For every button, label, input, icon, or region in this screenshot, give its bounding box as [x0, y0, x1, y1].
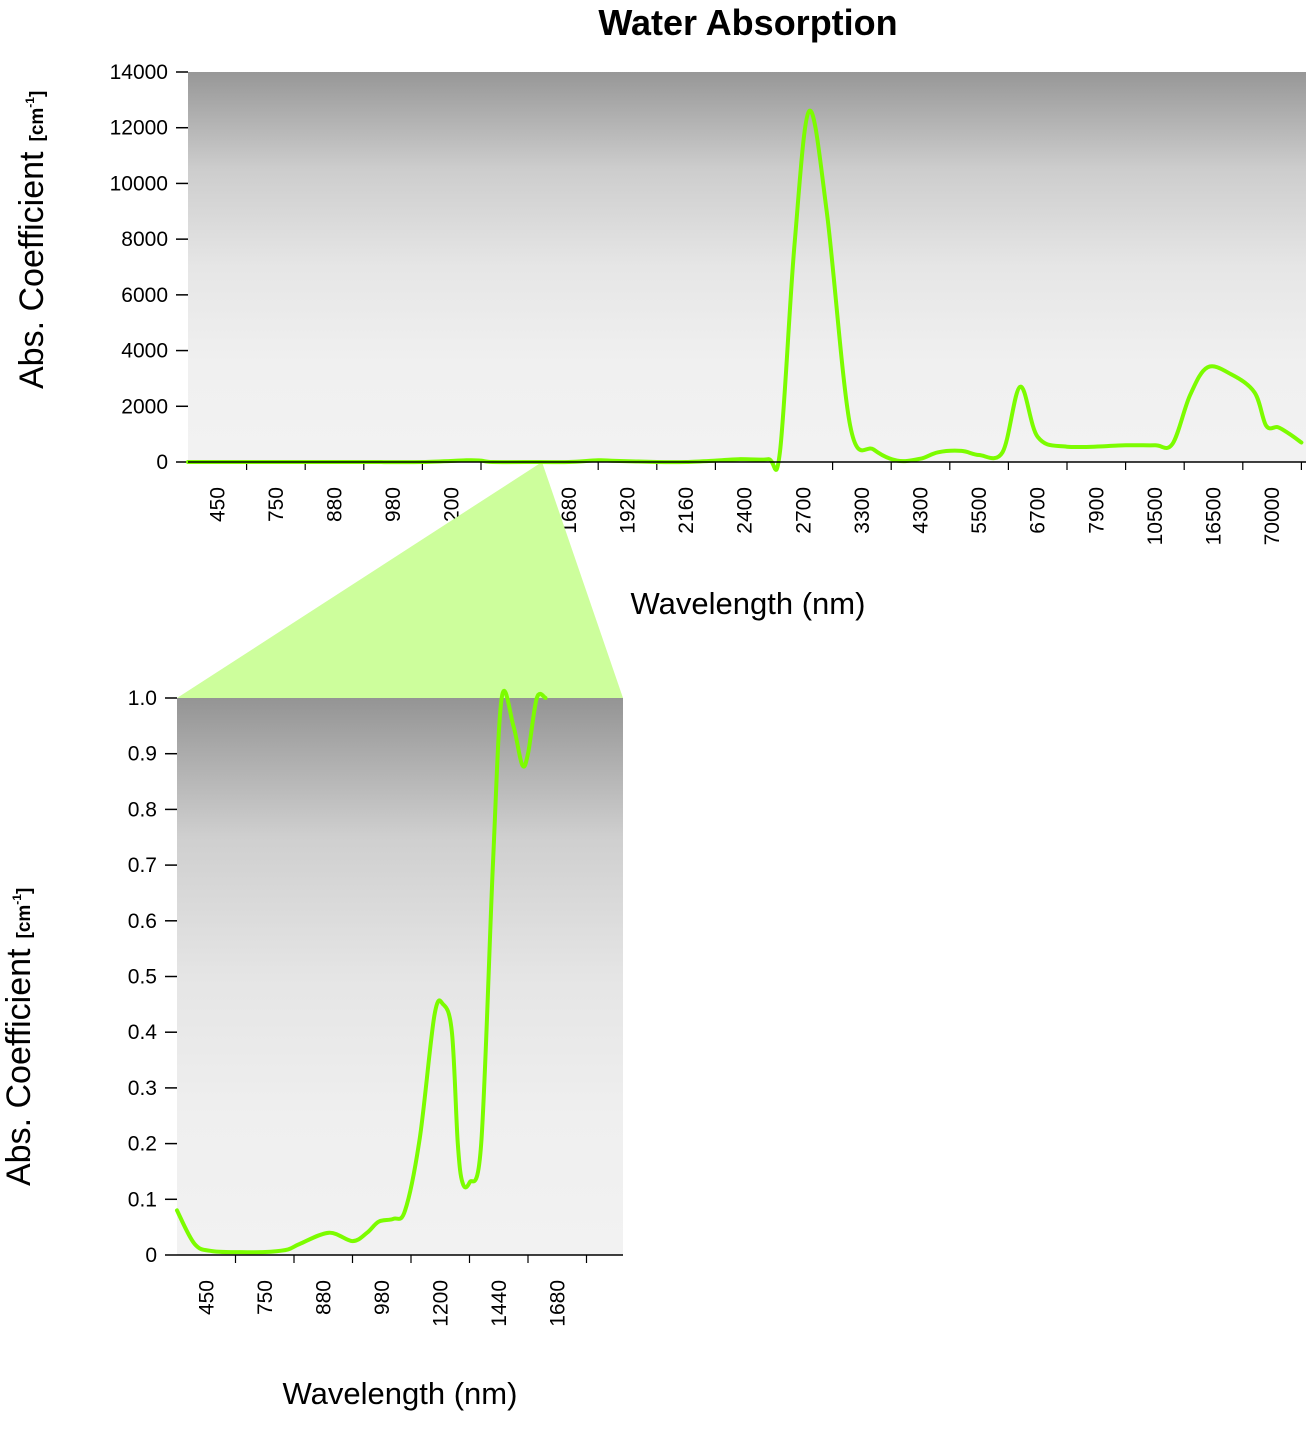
x-tick-label: 2700: [792, 487, 815, 534]
inset-chart: 0 0.1 0.2 0.3 0.4 0.5 0.6 0.7 0.8 0.9 1.0 450 750 88…: [0, 687, 623, 1411]
y-tick-label: 0.3: [128, 1077, 157, 1100]
y-tick-label: 0.4: [128, 1021, 158, 1044]
x-tick-label: 1440: [488, 1280, 511, 1327]
y-tick-label: 8000: [121, 228, 168, 251]
y-tick-label: 12000: [110, 117, 168, 140]
main-plot-area: [188, 72, 1306, 462]
x-tick-label: 980: [382, 487, 405, 522]
x-tick-label: 2160: [675, 487, 698, 534]
x-tick-label: 450: [206, 487, 229, 522]
x-tick-label: 1920: [617, 487, 640, 534]
y-tick-label: 0.6: [128, 910, 157, 933]
y-tick-label: 0.2: [128, 1133, 157, 1156]
y-tick-label: 4000: [121, 340, 168, 363]
main-x-ticks: 4507508809801200144016801920216024002700…: [206, 462, 1303, 545]
x-tick-label: 980: [371, 1280, 394, 1315]
x-tick-label: 880: [324, 487, 347, 522]
chart-title: Water Absorption: [598, 2, 897, 43]
y-tick-label: 0.1: [128, 1188, 157, 1211]
y-tick-label: 2000: [121, 395, 168, 418]
y-tick-label: 0: [145, 1244, 157, 1267]
inset-y-axis-label-group: Abs. Coefficient[cm-1]: [0, 888, 38, 1186]
x-tick-label: 2400: [734, 487, 757, 534]
inset-y-axis-label: Abs. Coefficient[cm-1]: [0, 888, 38, 1186]
x-tick-label: 4300: [910, 487, 933, 534]
inset-x-axis-label: Wavelength (nm): [283, 1376, 518, 1411]
x-tick-label: 7900: [1085, 487, 1108, 534]
y-tick-label: 10000: [110, 172, 168, 195]
y-tick-label: 0.8: [128, 798, 157, 821]
inset-x-ticks: 450 750 880 980 1200 1440 1680: [195, 1255, 588, 1327]
y-tick-label: 6000: [121, 284, 168, 307]
inset-plot-area: [177, 698, 623, 1255]
x-tick-label: 1680: [546, 1280, 569, 1327]
y-tick-label: 14000: [110, 61, 168, 84]
inset-y-ticks: 0 0.1 0.2 0.3 0.4 0.5 0.6 0.7 0.8 0.9 1.0: [128, 687, 177, 1267]
x-tick-label: 1680: [558, 487, 581, 534]
x-tick-label: 1200: [429, 1280, 452, 1327]
main-x-axis-label: Wavelength (nm): [631, 586, 866, 621]
x-tick-label: 5500: [968, 487, 991, 534]
x-tick-label: 10500: [1144, 487, 1167, 545]
y-tick-label: 1.0: [128, 687, 157, 710]
inset-series-line: [175, 688, 548, 1255]
y-tick-label: 0: [156, 451, 168, 474]
main-y-axis-label-group: Abs. Coefficient[cm-1]: [13, 91, 51, 389]
x-tick-label: 450: [195, 1280, 218, 1315]
zoom-wedge: [177, 462, 623, 698]
x-tick-label: 16500: [1203, 487, 1226, 545]
y-tick-label: 0.7: [128, 854, 157, 877]
y-tick-label: 0.5: [128, 966, 157, 989]
x-tick-label: 880: [312, 1280, 335, 1315]
y-tick-label: 0.9: [128, 743, 157, 766]
main-y-ticks: 0 2000 4000 6000 8000 10000 12000 14000: [110, 61, 188, 474]
x-tick-label: 70000: [1261, 487, 1284, 545]
main-y-axis-label: Abs. Coefficient[cm-1]: [13, 91, 51, 389]
x-tick-label: 750: [265, 487, 288, 522]
x-tick-label: 6700: [1027, 487, 1050, 534]
main-chart: Water Absorption 0 2000 4000 6000 8000 10000 1…: [13, 2, 1306, 698]
x-tick-label: 3300: [851, 487, 874, 534]
x-tick-label: 750: [254, 1280, 277, 1315]
